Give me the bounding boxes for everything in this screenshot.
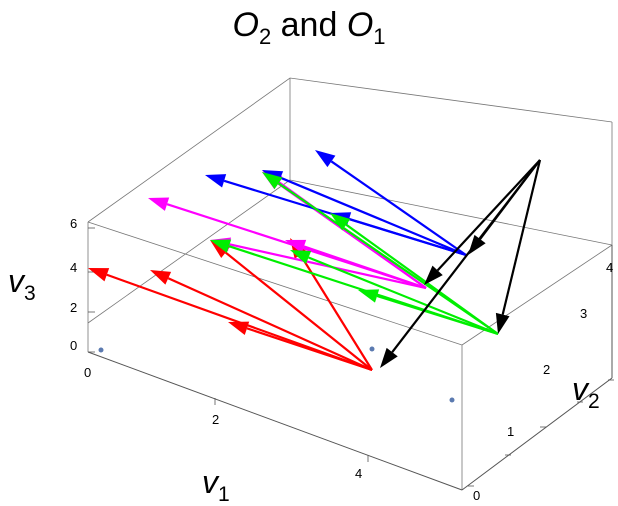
- green-vector-shaft: [376, 294, 499, 336]
- blue-vector-shaft: [348, 217, 467, 257]
- blue-vector-shaft: [280, 176, 467, 257]
- red-vector-head: [150, 270, 172, 285]
- green-vector-head: [358, 289, 380, 303]
- black-vector-shaft: [479, 159, 541, 240]
- y-tick-3: 3: [580, 306, 587, 321]
- green-vector-head: [210, 239, 232, 253]
- red-vector-head: [88, 268, 110, 282]
- black-vector-head: [380, 347, 398, 368]
- box-edge-back-left: [87, 179, 291, 324]
- z-tick-2: 2: [70, 300, 77, 315]
- red-vector-head: [228, 321, 250, 335]
- black-vector-shaft: [501, 159, 542, 315]
- vector-arrows: [88, 150, 542, 372]
- green-vector-head: [262, 172, 283, 190]
- red-vector-shaft: [246, 327, 373, 372]
- data-point: [449, 397, 455, 403]
- black-vector-head: [468, 234, 486, 255]
- box-frame: [87, 77, 613, 490]
- blue-vector-head: [205, 174, 227, 188]
- x-axis-label: v1: [202, 464, 230, 506]
- blue-vector-shaft: [330, 160, 467, 256]
- y-axis-label: v2: [572, 371, 600, 413]
- y-tick-2: 2: [543, 362, 550, 377]
- black-vector-head: [424, 265, 443, 285]
- x-tick-2: 2: [212, 412, 219, 427]
- box-edge-top-front: [87, 221, 463, 346]
- magenta-vector-head: [148, 197, 170, 211]
- x-tick-0: 0: [84, 365, 91, 380]
- black-vector-head: [495, 312, 510, 334]
- magenta-vector-shaft: [303, 245, 427, 290]
- z-tick-4: 4: [70, 260, 77, 275]
- box-frame-solid: [87, 245, 613, 491]
- y-tick-4: 4: [606, 260, 613, 275]
- y-tick-1: 1: [507, 424, 514, 439]
- blue-vector-head: [315, 150, 336, 168]
- box-edge-top-right: [461, 244, 613, 346]
- z-tick-6: 6: [70, 216, 77, 231]
- box-edge-back-right: [289, 179, 613, 246]
- z-axis-label: v3: [8, 263, 36, 305]
- box-edge-bottom-front: [87, 351, 463, 491]
- x-tick-4: 4: [355, 466, 362, 481]
- green-vector-head: [330, 213, 351, 231]
- green-vector-head: [290, 250, 312, 264]
- green-vector-shaft: [277, 182, 499, 335]
- red-vector-shaft: [167, 277, 373, 372]
- data-point: [98, 347, 104, 353]
- red-vector-head: [210, 240, 230, 258]
- data-point: [369, 346, 375, 352]
- y-tick-0: 0: [473, 488, 480, 503]
- magenta-vector-head: [285, 239, 307, 254]
- chart-title: O2 and O1: [232, 6, 386, 49]
- box-edge-bottom-right: [461, 377, 613, 491]
- red-vector-shaft: [224, 251, 373, 371]
- black-vector-shaft: [436, 159, 541, 272]
- z-tick-0: 0: [70, 338, 77, 353]
- green-vector-shaft: [308, 256, 499, 336]
